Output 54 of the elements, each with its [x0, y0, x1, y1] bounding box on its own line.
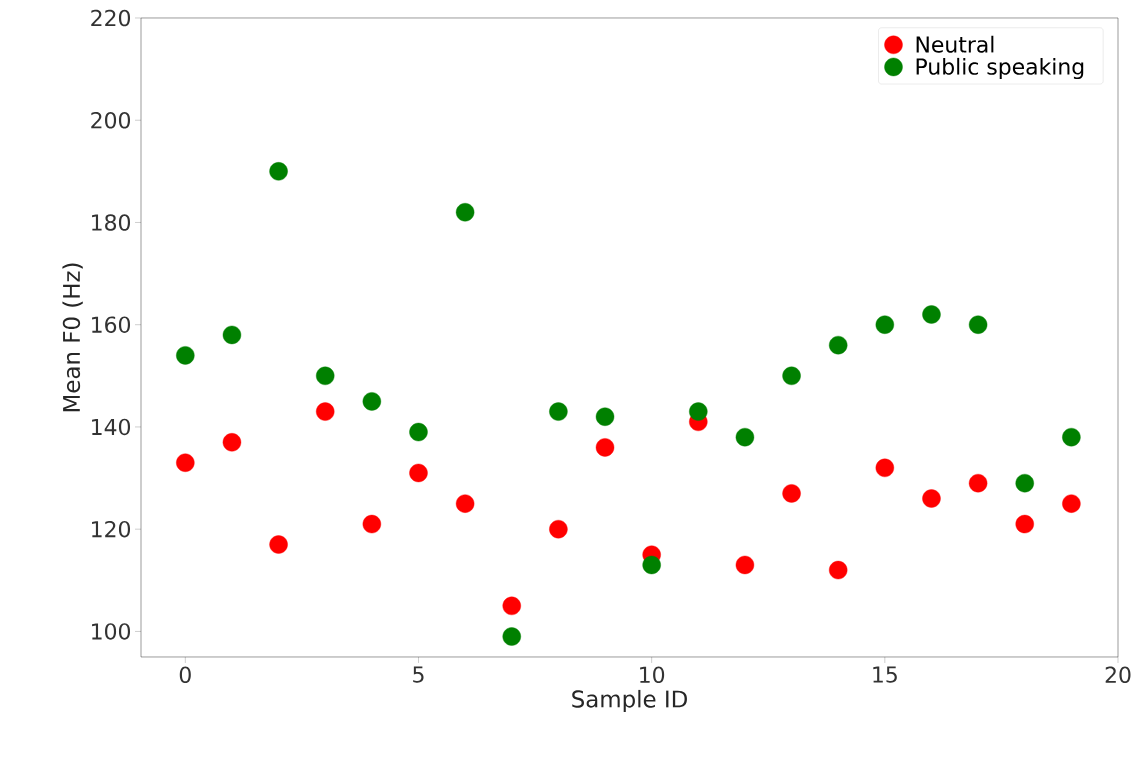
point: [642, 555, 661, 575]
point: [922, 305, 941, 324]
y-axis-title: Mean F0 (Hz): [62, 263, 83, 412]
point: [922, 489, 941, 508]
point: [362, 392, 382, 411]
point: [782, 366, 801, 386]
y-tick-label: 140: [92, 418, 131, 436]
point: [1062, 427, 1081, 447]
x-axis-title: Sample ID: [572, 689, 687, 713]
point: [1062, 494, 1081, 513]
point: [1015, 514, 1034, 534]
point: [409, 422, 428, 442]
y-tick-label: 120: [92, 520, 131, 538]
point: [1015, 473, 1034, 493]
point: [968, 473, 988, 493]
y-tick-label: 220: [91, 9, 131, 27]
point: [269, 535, 288, 554]
point: [875, 315, 895, 334]
x-tick-label: 10: [640, 666, 665, 684]
x-tick-label: 15: [873, 666, 897, 683]
point: [595, 407, 615, 426]
point: [176, 453, 195, 472]
y-tick-label: 160: [92, 316, 131, 333]
point: [782, 484, 801, 503]
point: [316, 366, 335, 386]
point: [875, 458, 895, 478]
point: [316, 402, 335, 421]
point: [176, 346, 195, 365]
x-tick-label: 5: [413, 666, 424, 683]
legend-label: Public speaking: [916, 57, 1084, 80]
point: [455, 203, 475, 222]
point: [502, 596, 521, 616]
x-tick-label: 20: [1105, 666, 1131, 684]
point: [222, 325, 242, 345]
x-tick-label: 0: [179, 666, 191, 684]
point: [689, 402, 708, 421]
point: [222, 433, 242, 452]
y-tick-label: 180: [92, 214, 131, 231]
legend-label: Neutral: [916, 35, 994, 53]
point: [549, 519, 568, 539]
y-tick-label: 100: [92, 623, 131, 640]
point: [409, 463, 428, 483]
point: [269, 162, 288, 181]
point: [362, 514, 382, 534]
point: [829, 560, 848, 580]
point: [502, 627, 521, 646]
point: [968, 315, 988, 334]
point: [735, 427, 755, 447]
point: [595, 438, 615, 457]
point: [455, 494, 475, 513]
point: [735, 555, 755, 575]
point: [549, 402, 568, 421]
point: [829, 335, 848, 355]
y-tick-label: 200: [91, 111, 131, 129]
